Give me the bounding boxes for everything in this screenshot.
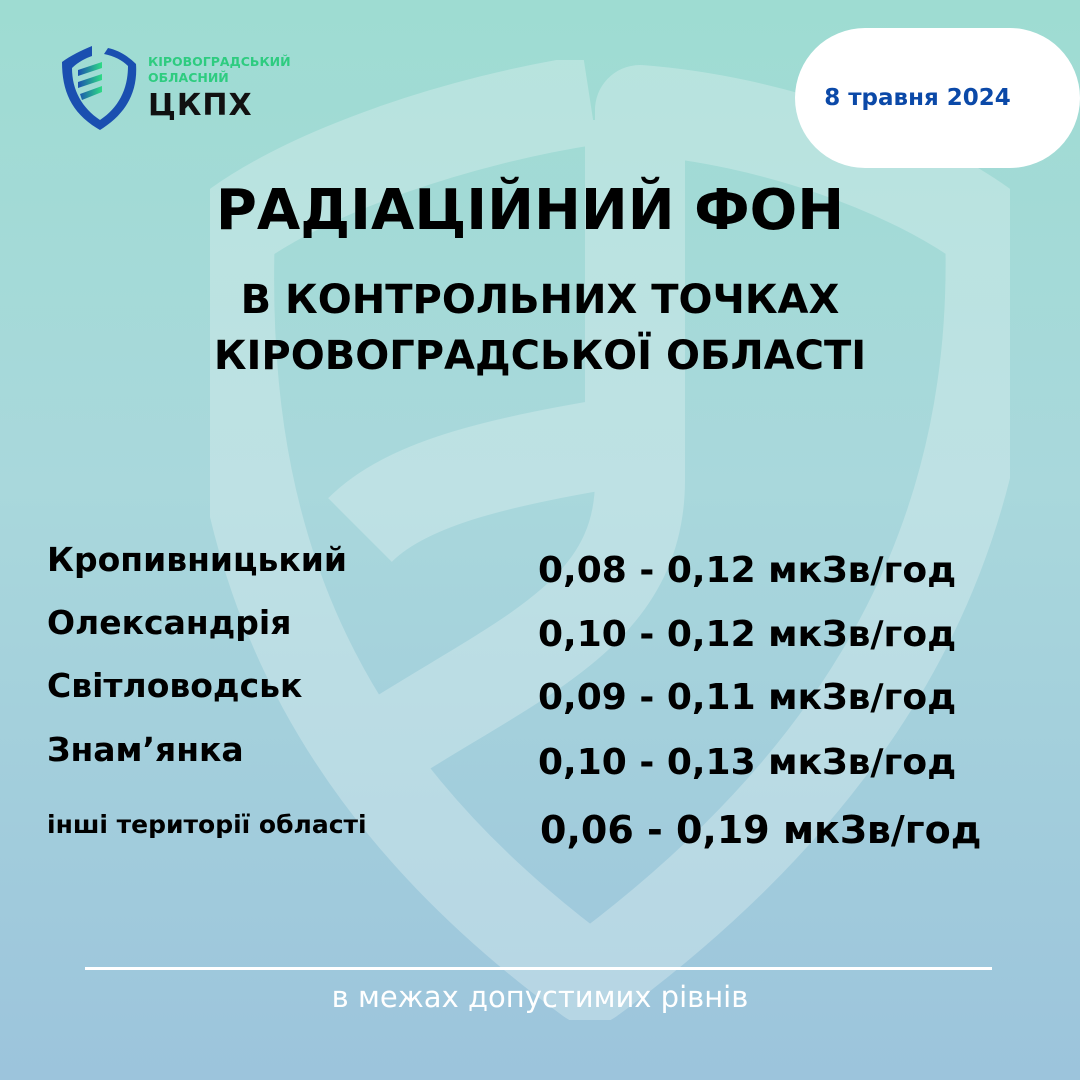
logo-org-text: КІРОВОГРАДСЬКИЙ ОБЛАСНИЙ (148, 54, 291, 86)
radiation-value: 0,10 - 0,12 мкЗв/год (538, 614, 957, 655)
subtitle-line2: КІРОВОГРАДСЬКОЇ ОБЛАСТІ (213, 333, 867, 379)
radiation-value: 0,08 - 0,12 мкЗв/год (538, 550, 957, 591)
place-name: Олександрія (47, 603, 292, 642)
logo-shield-icon (62, 46, 137, 130)
footer-note: в межах допустимих рівнів (331, 980, 749, 1014)
radiation-value: 0,10 - 0,13 мкЗв/год (538, 742, 957, 783)
date-badge: 8 травня 2024 (795, 28, 1080, 168)
place-name: Кропивницький (47, 540, 347, 579)
place-name: Знам’янка (47, 730, 244, 769)
logo-line1: КІРОВОГРАДСЬКИЙ (148, 54, 291, 69)
page-subtitle: В КОНТРОЛЬНИХ ТОЧКАХ КІРОВОГРАДСЬКОЇ ОБЛ… (0, 272, 1080, 384)
background-shield-watermark (210, 60, 1010, 1020)
logo-line2: ОБЛАСНИЙ (148, 70, 229, 85)
radiation-value: 0,06 - 0,19 мкЗв/год (540, 808, 982, 852)
divider (85, 967, 992, 970)
logo-name: ЦКПХ (148, 88, 253, 123)
subtitle-line1: В КОНТРОЛЬНИХ ТОЧКАХ (240, 277, 840, 323)
place-name: Світловодськ (47, 666, 303, 705)
radiation-value: 0,09 - 0,11 мкЗв/год (538, 677, 957, 718)
place-name: інші території області (47, 810, 367, 839)
page-title: РАДІАЦІЙНИЙ ФОН (215, 178, 845, 243)
